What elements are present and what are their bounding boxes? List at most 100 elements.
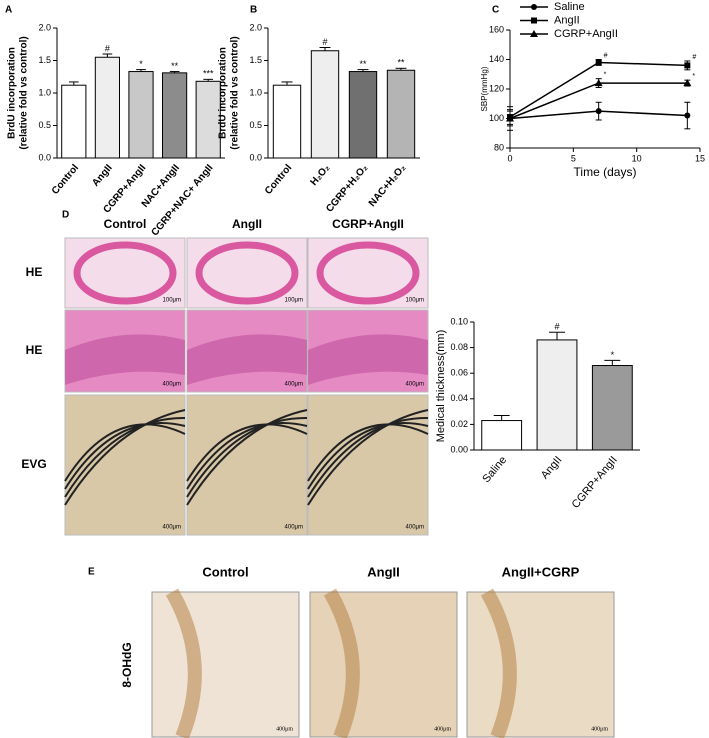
micrograph [64,394,186,536]
bar [348,71,378,159]
bar [481,420,523,451]
bar [128,71,154,159]
y-tick-label: 120 [489,83,504,93]
bar [94,56,120,159]
row-label: 8-OHdG [120,642,134,687]
micrograph [466,591,615,738]
scale-bar-label: 100μm [285,298,303,304]
scale-bar-label: 400μm [434,726,451,732]
micrograph [186,394,308,536]
elastic-fiber [186,423,308,482]
y-tick-label: 1.0 [249,87,262,97]
elastic-fiber [186,422,308,490]
significance-mark: # [554,322,559,332]
scale-bar-label: 400μm [406,382,424,388]
elastic-fiber [64,422,186,490]
bar [386,69,416,159]
marker [595,59,602,66]
significance-mark: # [105,43,110,53]
y-tick-label: 0.08 [450,342,468,352]
x-axis-label: Time (days) [574,165,637,179]
y-axis-label: SBP(mmHg) [480,66,489,111]
y-tick-label: 160 [489,24,504,34]
significance-mark: ** [397,58,405,68]
significance-mark: # [322,37,327,47]
y-tick-label: 0.5 [249,120,262,130]
panel-label: A [5,5,12,16]
y-tick-label: 100 [489,113,504,123]
elastic-fiber [186,409,308,506]
legend-label: AngII [554,14,580,26]
significance-mark: # [604,52,608,59]
micrograph [307,394,429,536]
column-label: Control [202,564,248,579]
column-label: CGRP+AngII [332,217,404,231]
y-tick-label: 1.5 [249,55,262,65]
bar [272,84,302,159]
elastic-fiber [307,423,429,482]
x-tick-label: AngII [539,454,565,481]
vessel-wall [73,241,177,305]
panel-label: B [250,5,257,16]
y-tick-label: 2.0 [38,22,51,32]
elastic-fiber [307,422,429,490]
y-tick-label: 1.0 [38,87,51,97]
marker [684,62,691,69]
x-tick-label: NAC+H₂O₂ [367,163,408,209]
y-axis-label: BrdU incorporation [7,47,18,139]
column-label: Control [104,217,147,231]
tissue-band [165,588,202,738]
micrograph [186,237,308,309]
elastic-fiber [64,409,186,506]
panel-label: D [62,210,69,221]
significance-mark: * [692,73,695,80]
y-tick-label: 0.04 [450,393,468,403]
legend-label: CGRP+AngII [554,28,618,40]
y-tick-label: 0.06 [450,368,468,378]
marker [506,114,514,122]
x-tick-label: 15 [695,153,705,163]
scale-bar-label: 100μm [406,298,424,304]
elastic-fiber [64,423,186,482]
scale-bar-label: 400μm [163,382,181,388]
tissue-band [308,334,428,385]
marker [531,4,537,10]
column-label: AngII+CGRP [502,564,580,579]
y-axis-label: (relative fold vs control) [19,36,30,149]
marker [531,17,537,24]
scale-bar-label: 100μm [163,298,181,304]
micrograph [307,237,429,309]
significance-mark: * [604,72,607,79]
y-tick-label: 0.00 [450,444,468,454]
y-axis-label: Medical thickness(mm) [435,330,447,442]
y-axis-label: BrdU incorporation [218,47,229,139]
marker [684,112,691,119]
x-tick-label: CGRP+AngII [570,454,620,511]
row-label: HE [26,265,43,279]
y-tick-label: 0.5 [38,120,51,130]
y-tick-label: 80 [494,142,504,152]
micrograph [309,591,458,738]
x-tick-label: AngII [90,162,115,188]
micrograph [64,237,186,309]
x-tick-label: H₂O₂ [309,163,333,188]
row-label: EVG [21,457,46,471]
vessel-wall [316,241,420,305]
bar [310,50,340,159]
tissue-band [323,588,360,738]
x-tick-label: 5 [571,153,576,163]
marker [683,79,692,87]
vessel-wall [195,241,299,305]
elastic-fiber [307,416,429,498]
y-tick-label: 0.10 [450,316,468,326]
marker [594,79,603,87]
scale-bar-label: 400μm [285,382,303,388]
legend-label: Saline [554,1,585,13]
significance-mark: *** [203,69,214,79]
x-tick-label: CGRP+NAC+ AngII [149,162,215,238]
y-tick-label: 0.0 [249,152,262,162]
marker [595,108,602,115]
significance-mark: * [611,350,615,360]
elastic-fiber [186,416,308,498]
y-tick-label: 2.0 [249,22,262,32]
